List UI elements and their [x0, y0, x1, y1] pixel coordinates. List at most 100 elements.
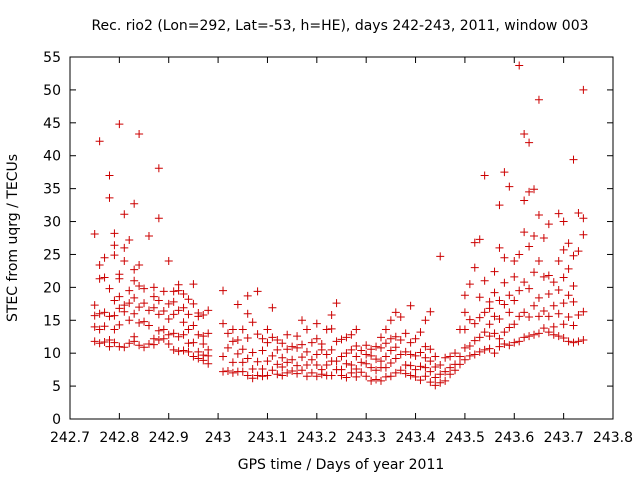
data-point-marker — [372, 375, 381, 384]
data-point-marker — [144, 339, 153, 348]
data-point-marker — [485, 332, 494, 341]
data-point-marker — [515, 61, 524, 70]
data-point-marker — [376, 333, 385, 342]
y-tick-label: 5 — [52, 379, 61, 395]
data-point-marker — [475, 235, 484, 244]
data-point-marker — [273, 370, 282, 379]
data-point-marker — [396, 366, 405, 375]
data-point-marker — [159, 334, 168, 343]
data-point-marker — [411, 365, 420, 374]
data-point-marker — [199, 332, 208, 341]
data-point-marker — [475, 347, 484, 356]
data-point-marker — [322, 361, 331, 370]
data-point-marker — [184, 347, 193, 356]
data-point-marker — [164, 330, 173, 339]
data-point-marker — [169, 345, 178, 354]
data-point-marker — [441, 367, 450, 376]
data-point-marker — [534, 210, 543, 219]
data-point-marker — [505, 291, 514, 300]
data-point-marker — [495, 243, 504, 252]
data-point-marker — [381, 372, 390, 381]
data-point-marker — [95, 260, 104, 269]
data-point-marker — [475, 333, 484, 342]
data-point-marker — [105, 284, 114, 293]
data-point-marker — [169, 329, 178, 338]
x-tick-label: 243.2 — [297, 430, 337, 446]
data-point-marker — [144, 232, 153, 241]
data-point-marker — [204, 306, 213, 315]
x-axis-title: GPS time / Days of year 2011 — [238, 457, 445, 473]
data-point-marker — [411, 372, 420, 381]
data-point-marker — [554, 209, 563, 218]
data-point-marker — [228, 325, 237, 334]
data-point-marker — [149, 283, 158, 292]
data-point-marker — [554, 332, 563, 341]
data-point-marker — [342, 373, 351, 382]
data-point-marker — [436, 252, 445, 261]
data-point-marker — [278, 371, 287, 380]
data-point-marker — [130, 199, 139, 208]
data-point-marker — [421, 363, 430, 372]
data-point-marker — [90, 311, 99, 320]
data-point-marker — [431, 352, 440, 361]
x-tick-label: 243.8 — [593, 430, 633, 446]
data-point-marker — [559, 299, 568, 308]
data-point-marker — [441, 353, 450, 362]
data-point-marker — [367, 376, 376, 385]
data-point-marker — [505, 323, 514, 332]
data-point-marker — [228, 337, 237, 346]
data-point-marker — [421, 353, 430, 362]
data-point-marker — [95, 339, 104, 348]
data-point-marker — [510, 320, 519, 329]
data-point-marker — [554, 309, 563, 318]
data-point-marker — [362, 372, 371, 381]
data-point-marker — [258, 372, 267, 381]
data-point-marker — [302, 361, 311, 370]
data-point-marker — [480, 328, 489, 337]
data-point-marker — [495, 314, 504, 323]
data-point-marker — [159, 325, 168, 334]
data-point-marker — [510, 296, 519, 305]
data-point-marker — [238, 358, 247, 367]
data-point-marker — [194, 309, 203, 318]
data-point-marker — [169, 310, 178, 319]
x-tick-label: 242.7 — [50, 430, 90, 446]
data-point-marker — [520, 278, 529, 287]
data-point-marker — [164, 299, 173, 308]
data-point-marker — [376, 376, 385, 385]
data-point-marker — [135, 318, 144, 327]
data-point-marker — [372, 342, 381, 351]
data-point-marker — [495, 201, 504, 210]
data-point-marker — [441, 376, 450, 385]
data-point-marker — [569, 282, 578, 291]
data-point-marker — [298, 340, 307, 349]
data-point-marker — [431, 363, 440, 372]
data-point-marker — [302, 372, 311, 381]
data-point-marker — [144, 321, 153, 330]
data-point-marker — [406, 350, 415, 359]
data-point-marker — [115, 270, 124, 279]
data-point-marker — [278, 363, 287, 372]
data-point-marker — [381, 325, 390, 334]
data-point-marker — [495, 296, 504, 305]
data-point-marker — [189, 280, 198, 289]
data-point-marker — [352, 352, 361, 361]
data-point-marker — [426, 345, 435, 354]
data-point-marker — [381, 363, 390, 372]
data-point-marker — [347, 368, 356, 377]
data-point-marker — [525, 332, 534, 341]
data-point-marker — [135, 282, 144, 291]
data-point-marker — [263, 371, 272, 380]
data-point-marker — [505, 182, 514, 191]
data-point-marker — [367, 363, 376, 372]
data-point-marker — [233, 300, 242, 309]
data-point-marker — [539, 234, 548, 242]
data-point-marker — [490, 329, 499, 338]
data-point-marker — [219, 286, 228, 295]
data-point-marker — [159, 307, 168, 316]
data-point-marker — [352, 372, 361, 381]
data-point-marker — [539, 307, 548, 316]
data-point-marker — [288, 366, 297, 375]
x-axis: 242.7 242.8 242.9 243 243.1 243.2 243.3 243.4 24… — [50, 57, 633, 446]
data-point-marker — [465, 341, 474, 350]
